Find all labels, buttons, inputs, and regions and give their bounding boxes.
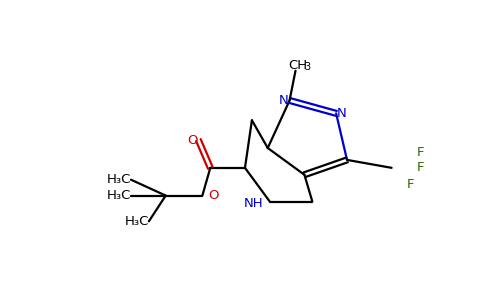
Text: O: O <box>208 189 219 202</box>
Text: F: F <box>407 178 414 191</box>
Text: N: N <box>279 94 288 107</box>
Text: H₃C: H₃C <box>124 215 149 228</box>
Text: H₃C: H₃C <box>106 189 131 202</box>
Text: N: N <box>337 107 347 120</box>
Text: H₃C: H₃C <box>106 173 131 186</box>
Text: F: F <box>416 146 424 160</box>
Text: 3: 3 <box>304 62 310 72</box>
Text: O: O <box>187 134 197 147</box>
Text: NH: NH <box>244 197 264 210</box>
Text: F: F <box>416 161 424 174</box>
Text: CH: CH <box>288 59 307 72</box>
